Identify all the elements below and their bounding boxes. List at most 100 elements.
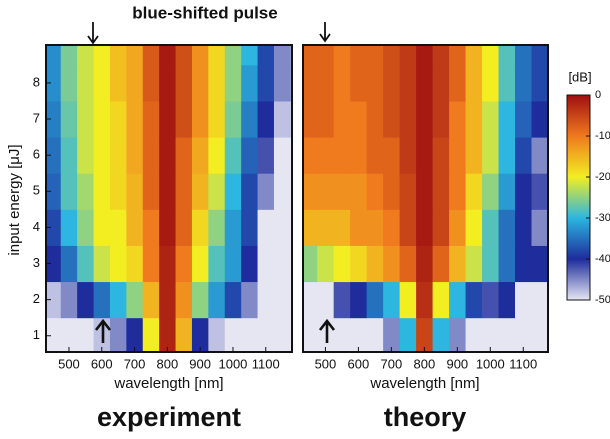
heatmap-cell [126,209,144,246]
heatmap-cell [224,281,242,319]
arrows [87,22,336,343]
heatmap-cell [60,245,78,283]
heatmap-cell [366,209,384,246]
heatmap-cell [350,245,368,283]
heatmap-cell [241,137,259,174]
heatmap-cell [432,100,450,138]
heatmap-cell [449,317,467,352]
heatmap-cell [350,64,368,102]
heatmap-cell [383,137,401,174]
heatmap-cell [175,64,193,102]
heatmap-cell [531,137,548,174]
heatmap-cell [224,317,242,352]
heatmap-cell [531,173,548,210]
heatmap-cell [175,100,193,138]
heatmap-cell [273,173,291,210]
heatmap-cell [93,100,111,138]
heatmap-cell [350,137,368,174]
heatmap-cell [498,100,516,138]
heatmap-cell [224,209,242,246]
heatmap-cell [109,317,127,352]
heatmap-cell [46,317,62,352]
heatmap-cell [399,317,417,352]
heatmap-cell [273,100,291,138]
heatmap-cell [399,137,417,174]
heatmap-cell [93,64,111,102]
y-tick-label: 6 [33,147,40,162]
heatmap-cell [465,64,483,102]
heatmap-cell [515,245,533,283]
heatmap-cell [383,281,401,319]
heatmap-cell [126,317,144,352]
heatmap-cell [317,45,335,66]
heatmap-cell [416,45,434,66]
heatmap-cell [191,100,209,138]
heatmap-cell [432,209,450,246]
heatmap-cell [257,45,275,66]
heatmap-cell [224,245,242,283]
heatmap-cell [366,173,384,210]
heatmap-cell [224,64,242,102]
heatmap-cell [46,137,62,174]
heatmap-cell [498,45,516,66]
heatmap-cell [60,209,78,246]
heatmap-cell [159,137,177,174]
heatmap-cell [60,45,78,66]
heatmap-cell [333,209,351,246]
heatmap-cell [126,64,144,102]
heatmap-cell [241,64,259,102]
x-tick-label: 600 [348,356,370,371]
heatmap-cell [93,173,111,210]
heatmap-cell [191,281,209,319]
heatmap-cell [93,281,111,319]
colorbar-tick-label: -10 [595,130,610,142]
heatmap-cell [142,281,160,319]
heatmap-cell [498,173,516,210]
heatmap-cell [126,245,144,283]
x-tick-label: 900 [189,356,211,371]
heatmap-cell [208,245,226,283]
heatmap-cell [515,64,533,102]
heatmap-cell [531,281,548,319]
heatmap-cell [498,137,516,174]
heatmap-cell [432,137,450,174]
colorbar-tick-label: -20 [595,171,610,183]
y-tick-label: 8 [33,74,40,89]
heatmap-cell [482,173,500,210]
heatmap-cell [333,317,351,352]
heatmap-cell [303,245,318,283]
heatmap-cell [333,100,351,138]
heatmap-cell [142,64,160,102]
heatmap-cell [257,137,275,174]
heatmap-cell [142,137,160,174]
y-tick-label: 1 [33,327,40,342]
heatmap-cell [77,137,95,174]
y-axis-label: input energy [μJ] [6,144,23,255]
heatmap-cell [159,245,177,283]
heatmap-cell [208,173,226,210]
heatmap-cell [191,137,209,174]
heatmap-cell [482,137,500,174]
heatmap-cell [191,245,209,283]
heatmap-cell [482,209,500,246]
heatmap-cell [224,100,242,138]
heatmap-cell [498,64,516,102]
heatmap-cell [416,317,434,352]
heatmap-cell [465,281,483,319]
heatmap-cell [366,137,384,174]
heatmap-cell [46,281,62,319]
heatmap-cell [333,281,351,319]
heatmap-cell [482,281,500,319]
heatmap-cell [498,317,516,352]
heatmap-cell [333,64,351,102]
heatmap-cell [350,173,368,210]
heatmap-cell [350,209,368,246]
heatmap-cell [317,245,335,283]
heatmap-cell [224,137,242,174]
heatmap-cell [241,45,259,66]
heatmap-cell [224,45,242,66]
heatmap-cell [366,64,384,102]
y-tick-label: 5 [33,183,40,198]
x-tick-label: 600 [91,356,113,371]
